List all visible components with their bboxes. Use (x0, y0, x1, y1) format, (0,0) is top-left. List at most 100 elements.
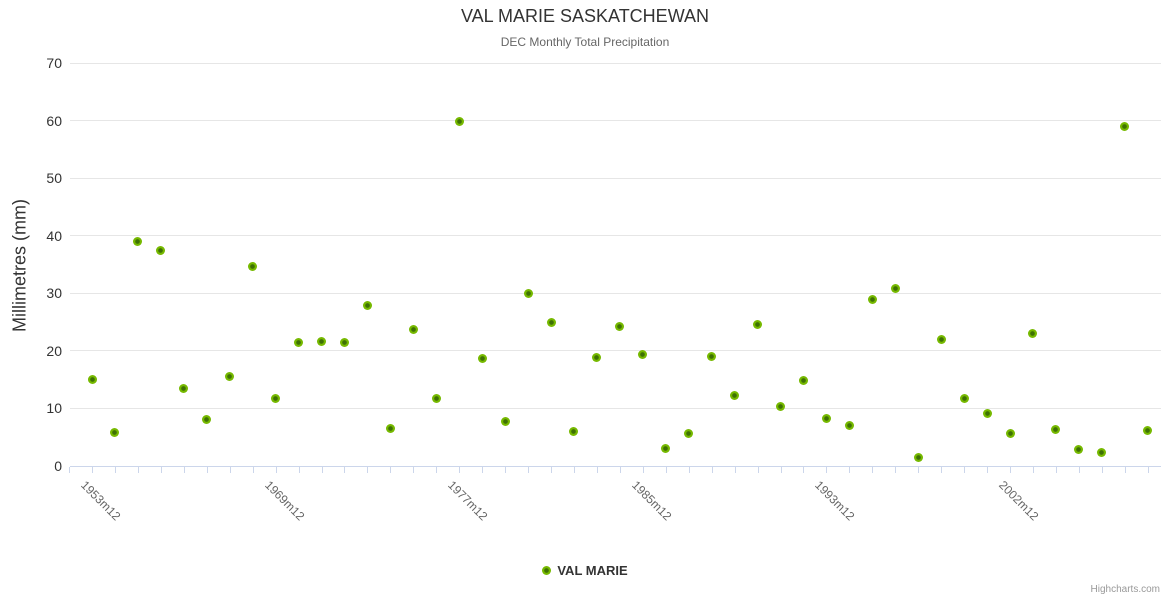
chart-subtitle: DEC Monthly Total Precipitation (500, 35, 670, 49)
data-point-marker[interactable] (431, 394, 441, 404)
x-axis-tick (711, 467, 713, 473)
y-axis-title: Millimetres (mm) (9, 199, 30, 332)
x-axis-tick (619, 467, 621, 473)
x-axis-tick (918, 467, 920, 473)
x-axis-tick (665, 467, 667, 473)
data-point-marker[interactable] (615, 322, 625, 332)
x-axis-tick (229, 467, 231, 473)
data-point-marker[interactable] (661, 444, 671, 454)
data-point-marker[interactable] (592, 353, 602, 363)
data-point-marker[interactable] (133, 236, 143, 246)
x-axis-tick (849, 467, 851, 473)
y-axis-tick-label: 10 (46, 400, 62, 417)
x-axis-label: 1993m12 (812, 478, 858, 524)
data-point-marker[interactable] (867, 294, 877, 304)
credits-link[interactable]: Highcharts.com (1090, 584, 1160, 595)
data-point-marker[interactable] (179, 384, 189, 394)
x-axis-tick (780, 467, 782, 473)
x-axis-tick (872, 467, 874, 473)
x-axis-tick (160, 467, 162, 473)
data-point-marker[interactable] (1143, 425, 1153, 435)
x-axis-tick (964, 467, 966, 473)
y-axis-tick-label: 50 (46, 170, 62, 187)
data-point-marker[interactable] (569, 426, 579, 436)
data-point-marker[interactable] (798, 376, 808, 386)
data-point-marker[interactable] (362, 300, 372, 310)
x-axis-tick (298, 467, 300, 473)
data-point-marker[interactable] (1005, 429, 1015, 439)
data-point-marker[interactable] (1097, 448, 1107, 458)
data-point-marker[interactable] (500, 416, 510, 426)
x-axis-tick (1147, 467, 1149, 473)
data-point-marker[interactable] (454, 116, 464, 126)
x-axis-tick (367, 467, 369, 473)
data-point-marker[interactable] (294, 337, 304, 347)
data-point-marker[interactable] (753, 319, 763, 329)
x-axis-tick (642, 467, 644, 473)
data-point-marker[interactable] (546, 317, 556, 327)
data-point-marker[interactable] (110, 428, 120, 438)
data-point-marker[interactable] (982, 408, 992, 418)
data-point-marker[interactable] (844, 420, 854, 430)
data-point-marker[interactable] (317, 336, 326, 346)
x-axis-tick (183, 467, 185, 473)
data-point-marker[interactable] (1120, 122, 1130, 132)
data-point-marker[interactable] (1028, 328, 1038, 338)
data-point-marker[interactable] (913, 453, 923, 463)
data-point-marker[interactable] (87, 374, 97, 384)
x-axis-tick (596, 467, 598, 473)
data-point-marker[interactable] (707, 351, 717, 361)
data-point-marker[interactable] (202, 414, 212, 424)
data-point-marker[interactable] (156, 246, 166, 256)
data-point-marker[interactable] (248, 262, 258, 272)
data-point-marker[interactable] (959, 394, 969, 404)
grid-line (70, 292, 1161, 294)
data-point-marker[interactable] (684, 428, 694, 438)
x-axis-tick (688, 467, 690, 473)
data-point-marker[interactable] (776, 401, 785, 411)
x-axis-tick (413, 467, 415, 473)
legend-item[interactable]: VAL MARIE (0, 563, 1170, 578)
x-axis-tick (344, 467, 346, 473)
data-point-marker[interactable] (730, 390, 740, 400)
grid-line (70, 407, 1161, 409)
data-point-marker[interactable] (1051, 425, 1061, 435)
x-axis-tick (1055, 467, 1057, 473)
grid-line (70, 177, 1161, 179)
data-point-marker[interactable] (225, 372, 235, 382)
x-axis-tick (803, 467, 805, 473)
grid-line (70, 235, 1161, 237)
x-axis-tick (1101, 467, 1103, 473)
data-point-marker[interactable] (821, 413, 831, 423)
grid-line (70, 350, 1161, 352)
data-point-marker[interactable] (638, 350, 648, 360)
y-axis-tick-label: 60 (46, 112, 62, 129)
x-axis-tick (206, 467, 208, 473)
x-axis-tick (987, 467, 989, 473)
data-point-marker[interactable] (1074, 444, 1084, 454)
x-axis-tick (459, 467, 461, 473)
x-axis-tick (137, 467, 139, 473)
data-point-marker[interactable] (890, 284, 900, 294)
x-axis-tick (895, 467, 897, 473)
data-point-marker[interactable] (339, 338, 349, 348)
x-axis-tick (482, 467, 484, 473)
data-point-marker[interactable] (408, 325, 418, 335)
data-point-marker[interactable] (271, 393, 281, 403)
data-point-marker[interactable] (477, 354, 487, 364)
x-axis-label: 1969m12 (261, 478, 307, 524)
data-point-marker[interactable] (385, 423, 395, 433)
y-axis-tick-label: 70 (46, 55, 62, 71)
data-point-marker[interactable] (936, 335, 946, 345)
x-axis-line (70, 466, 1161, 467)
data-point-marker[interactable] (523, 288, 533, 298)
x-axis-tick (436, 467, 438, 473)
x-axis-tick (757, 467, 759, 473)
x-axis-tick (1078, 467, 1080, 473)
x-axis-tick (252, 467, 254, 473)
x-axis-label: 1985m12 (628, 478, 675, 524)
x-axis-label: 1977m12 (445, 478, 491, 524)
x-axis-tick (321, 467, 323, 473)
x-axis-label: 2002m12 (996, 478, 1042, 524)
